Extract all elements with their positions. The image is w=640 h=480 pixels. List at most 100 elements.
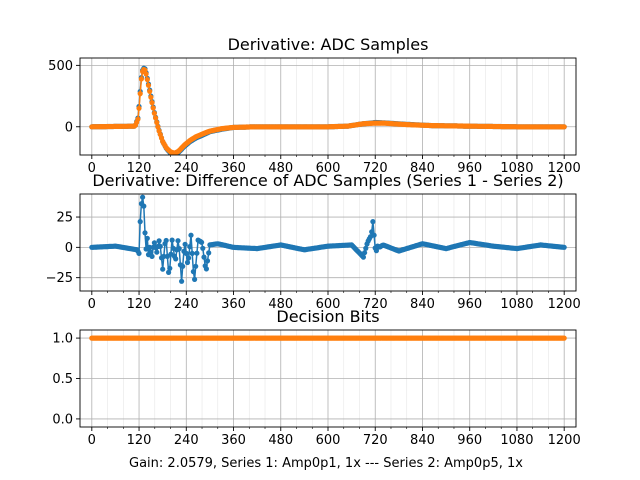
data-point	[135, 116, 141, 122]
x-tick-label: 960	[457, 161, 482, 176]
data-point	[561, 124, 567, 130]
data-point	[203, 266, 209, 272]
data-point	[176, 246, 182, 252]
data-point	[194, 250, 200, 256]
chart-title: Decision Bits	[276, 307, 379, 326]
x-tick-label: 360	[221, 297, 246, 312]
data-point	[561, 244, 567, 250]
data-point	[149, 100, 155, 106]
data-point	[188, 232, 194, 238]
data-point	[143, 71, 149, 77]
data-point	[180, 263, 186, 269]
x-tick-label: 1200	[548, 433, 581, 448]
data-point	[199, 239, 205, 245]
x-tick-label: 1080	[500, 161, 533, 176]
data-point	[140, 194, 146, 200]
data-point	[370, 219, 376, 225]
y-tick-label: 0.0	[52, 412, 73, 427]
subplot-adc-difference: 0 120 240 360 480 600 720 840 960 1080 1200 25 0 −25 D…	[46, 171, 581, 312]
data-point	[144, 235, 150, 241]
data-point	[363, 245, 369, 251]
data-point	[136, 250, 142, 256]
data-point	[153, 115, 159, 121]
x-tick-label: 240	[174, 433, 199, 448]
data-point	[157, 243, 163, 249]
data-point	[149, 253, 155, 259]
y-tick-label: 0	[65, 241, 73, 256]
data-point	[561, 335, 567, 341]
data-point	[186, 255, 192, 261]
subplot-adc-samples: 0 120 240 360 480 600 720 840 960 1080 1200 500 0 Der…	[48, 35, 581, 176]
x-tick-label: 480	[268, 161, 293, 176]
data-point	[206, 250, 212, 256]
data-point	[155, 124, 161, 130]
data-point	[184, 259, 191, 266]
x-tick-label: 480	[268, 297, 293, 312]
series-0	[89, 335, 567, 341]
data-point	[183, 250, 189, 256]
x-tick-label: 1080	[500, 297, 533, 312]
x-tick-label: 0	[88, 161, 96, 176]
x-tick-label: 120	[127, 433, 152, 448]
data-point	[156, 238, 162, 244]
y-tick-label: −25	[46, 271, 73, 286]
x-tick-label: 840	[410, 297, 435, 312]
data-point	[154, 119, 160, 126]
x-tick-label: 960	[457, 297, 482, 312]
x-tick-label: 720	[363, 297, 388, 312]
data-point	[169, 237, 175, 243]
data-point	[147, 88, 153, 94]
x-tick-label: 840	[410, 161, 435, 176]
data-point	[154, 249, 160, 255]
data-point	[137, 219, 143, 225]
data-point	[204, 258, 211, 264]
data-point	[141, 203, 147, 209]
data-point	[138, 76, 144, 82]
data-point	[201, 254, 207, 260]
x-tick-label: 600	[316, 297, 341, 312]
data-point	[151, 240, 157, 246]
data-point	[160, 266, 166, 272]
chart-title: Derivative: Difference of ADC Samples (S…	[92, 171, 563, 190]
grid	[80, 330, 576, 427]
y-tick-label: 0	[65, 120, 73, 135]
data-point	[163, 237, 169, 244]
x-tick-label: 360	[221, 433, 246, 448]
x-tick-label: 1200	[548, 161, 581, 176]
x-tick-label: 480	[268, 433, 293, 448]
data-point	[144, 76, 150, 83]
footer-label: Gain: 2.0579, Series 1: Amp0p1, 1x --- S…	[129, 456, 523, 471]
data-point	[187, 244, 193, 250]
x-tick-label: 600	[316, 161, 341, 176]
x-tick-label: 120	[127, 161, 152, 176]
data-point	[362, 250, 368, 256]
x-tick-label: 720	[363, 433, 388, 448]
data-point	[151, 110, 157, 116]
x-tick-label: 840	[410, 433, 435, 448]
data-point	[192, 276, 198, 282]
data-point	[179, 278, 185, 284]
x-tick-label: 240	[174, 161, 199, 176]
y-tick-label: 500	[48, 59, 73, 74]
data-point	[193, 263, 199, 269]
data-point	[371, 232, 377, 238]
x-tick-label: 240	[174, 297, 199, 312]
data-point	[167, 265, 173, 271]
chart-title: Derivative: ADC Samples	[228, 35, 429, 54]
x-tick-label: 720	[363, 161, 388, 176]
data-point	[148, 94, 154, 100]
x-tick-label: 960	[457, 433, 482, 448]
series-1	[89, 66, 567, 155]
data-point	[200, 245, 206, 251]
x-tick-label: 1080	[500, 433, 533, 448]
data-point	[161, 253, 167, 259]
data-point	[189, 250, 195, 256]
data-point	[150, 105, 156, 111]
series-0	[89, 194, 567, 284]
x-tick-label: 0	[88, 297, 96, 312]
x-tick-label: 1200	[548, 297, 581, 312]
x-tick-label: 600	[316, 433, 341, 448]
x-tick-label: 120	[127, 297, 152, 312]
data-point	[148, 249, 154, 255]
data-point	[145, 82, 152, 88]
